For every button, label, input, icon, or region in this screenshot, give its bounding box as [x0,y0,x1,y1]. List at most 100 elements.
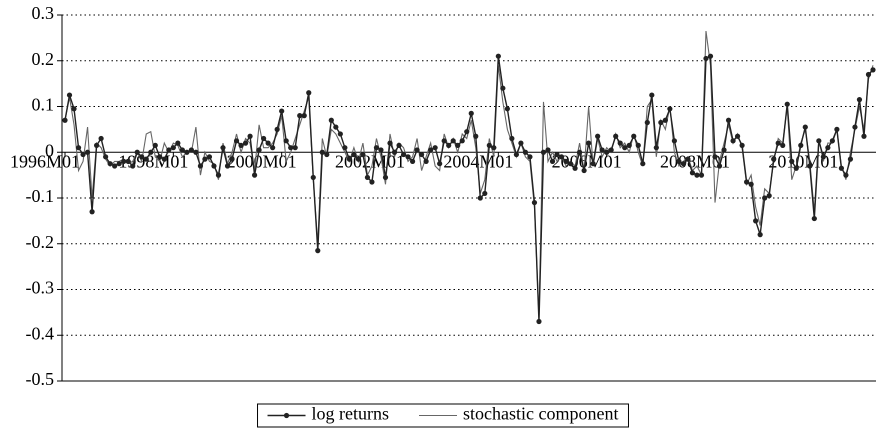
y-tick-label: 0.2 [32,49,55,69]
data-point [563,158,569,164]
data-point [500,85,506,91]
data-point [400,151,407,158]
data-point [595,133,601,139]
data-point [292,145,298,151]
data-point [658,119,664,126]
data-point [676,158,682,164]
data-point [441,138,447,144]
data-point [405,154,411,160]
data-point [409,158,416,164]
data-point [121,158,127,164]
data-point [825,145,831,151]
data-point [179,147,185,153]
data-point [382,174,389,181]
data-point [396,142,402,148]
data-point [75,145,82,151]
data-point [680,161,687,167]
data-point [477,195,483,201]
data-point [518,140,524,146]
data-point [333,124,339,130]
data-point [622,145,628,151]
data-point [495,53,501,59]
data-point [802,124,808,130]
data-point [455,142,461,148]
data-point [206,154,213,160]
x-tick-label: 2010M01 [768,151,838,171]
data-point [184,149,190,155]
data-point [256,147,262,153]
data-point [576,149,583,155]
data-point [319,149,325,155]
data-point [428,147,434,153]
x-tick-label: 1996M01 [10,151,80,171]
data-point [613,133,619,139]
data-point [337,131,343,137]
data-point [847,156,854,162]
data-point [631,133,637,139]
data-point [107,161,113,167]
data-point [766,193,772,199]
data-point [730,138,736,144]
data-point [265,140,271,146]
data-point [753,218,759,224]
data-point [175,140,181,146]
data-point [134,149,140,155]
y-tick-label: 0 [45,140,54,160]
data-point [689,170,696,176]
data-point [238,142,244,148]
y-tick-label: -0.1 [26,186,55,206]
data-point [306,90,312,96]
data-point [355,156,362,162]
data-point [545,147,551,153]
data-point [233,138,240,144]
data-point [671,138,677,144]
data-point [161,156,167,162]
data-point [486,142,492,148]
data-point [811,215,817,222]
data-point [784,101,790,107]
data-point [71,106,77,112]
data-point [491,145,497,151]
data-point [852,124,858,130]
data-point [364,174,371,181]
data-point [112,163,118,169]
data-point [762,195,768,201]
data-point [464,129,470,135]
data-point [721,147,727,153]
data-point [599,147,605,153]
data-point [215,172,222,178]
data-point [224,163,231,169]
data-point [662,117,668,123]
data-point [861,133,867,139]
data-point [170,145,176,151]
legend-label: log returns [312,404,389,424]
data-point [635,142,641,148]
data-point [843,172,849,178]
data-point [870,67,876,73]
data-point [748,181,754,187]
data-point [437,161,443,167]
legend: log returns stochastic component [257,403,629,428]
data-point [80,151,86,158]
y-tick-label: -0.2 [26,232,55,252]
x-tick-label: 2004M01 [443,151,513,171]
data-point [703,55,709,62]
data-point [716,163,723,169]
data-point [549,158,556,164]
data-point [139,154,145,160]
data-point [369,179,375,185]
legend-label: stochastic component [463,404,618,424]
data-point [856,97,863,103]
data-point [468,110,474,116]
series-line [64,55,874,322]
data-point [653,145,659,151]
series-line [64,30,874,317]
data-point [251,172,258,178]
data-point [419,151,425,158]
data-point [775,140,781,146]
data-point [346,156,352,162]
data-point [513,151,519,158]
data-point [288,145,294,151]
data-point [148,149,154,155]
data-point [387,140,393,146]
